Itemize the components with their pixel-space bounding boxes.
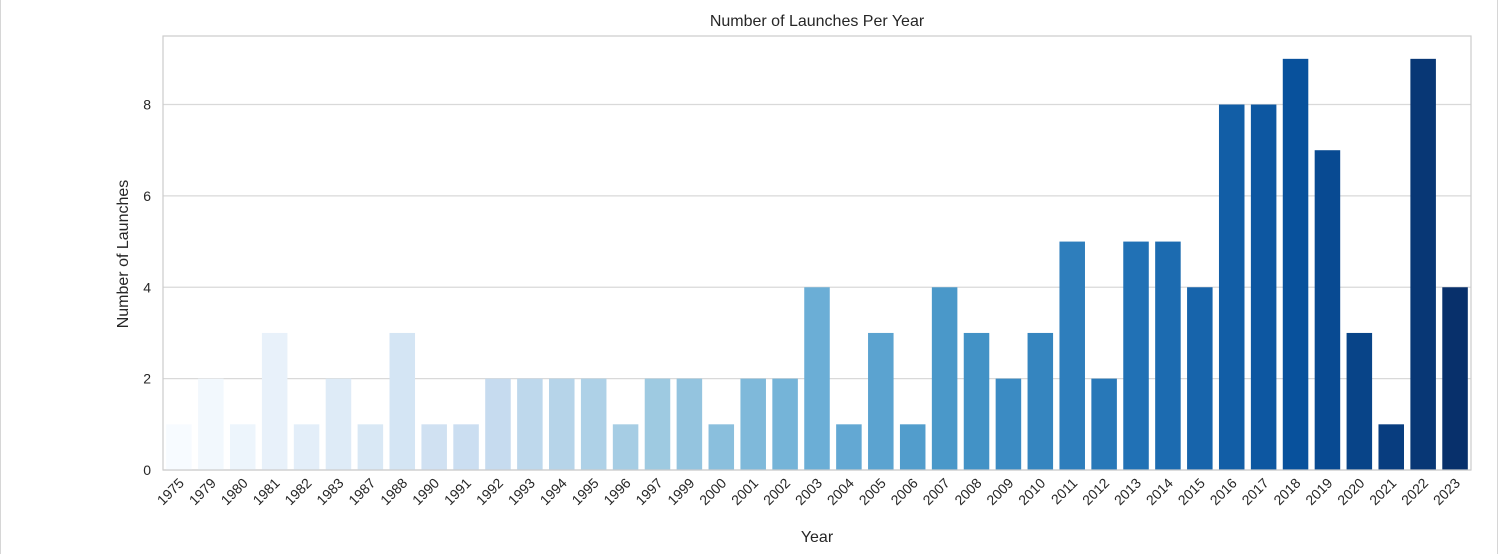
x-tick-label: 1995 bbox=[568, 475, 601, 508]
x-tick-label: 2010 bbox=[1015, 475, 1048, 508]
x-tick-label: 2021 bbox=[1366, 475, 1399, 508]
bar-1994 bbox=[549, 378, 575, 470]
bar-2005 bbox=[868, 332, 894, 470]
bar-1999 bbox=[676, 378, 703, 470]
x-tick-label: 1981 bbox=[249, 475, 282, 508]
x-tick-label: 2008 bbox=[951, 475, 984, 508]
bars bbox=[166, 58, 1468, 471]
x-tick-label: 1999 bbox=[664, 475, 697, 508]
bar-2019 bbox=[1314, 150, 1341, 471]
bar-1988 bbox=[389, 332, 416, 470]
bar-2002 bbox=[772, 378, 798, 470]
bar-2001 bbox=[740, 378, 766, 470]
chart-title: Number of Launches Per Year bbox=[710, 13, 925, 30]
x-tick-label: 1993 bbox=[505, 475, 538, 508]
x-tick-label: 1983 bbox=[313, 475, 346, 508]
x-tick-label: 2014 bbox=[1143, 475, 1176, 508]
bar-1983 bbox=[325, 378, 352, 470]
bar-1981 bbox=[261, 332, 288, 470]
bar-2006 bbox=[899, 424, 926, 470]
x-tick-label: 2009 bbox=[983, 475, 1016, 508]
x-tick-label: 1987 bbox=[345, 475, 378, 508]
bar-2012 bbox=[1091, 378, 1117, 470]
bar-2021 bbox=[1378, 424, 1405, 470]
x-tick-label: 2018 bbox=[1270, 475, 1303, 508]
bar-2011 bbox=[1059, 241, 1085, 470]
x-tick-label: 2019 bbox=[1302, 475, 1335, 508]
bar-2015 bbox=[1187, 287, 1213, 470]
y-tick-label: 8 bbox=[143, 97, 151, 113]
x-tick-label: 2023 bbox=[1430, 475, 1463, 508]
y-tick-labels: 0 2 4 6 8 bbox=[143, 97, 151, 478]
bar-1990 bbox=[421, 424, 447, 470]
bar-1982 bbox=[293, 424, 320, 470]
x-tick-label: 1980 bbox=[218, 475, 251, 508]
y-axis-label: Number of Launches bbox=[115, 180, 132, 329]
bar-1995 bbox=[580, 378, 607, 470]
x-tick-label: 2007 bbox=[919, 475, 952, 508]
bar-1992 bbox=[485, 378, 511, 470]
x-tick-label: 2017 bbox=[1238, 475, 1271, 508]
x-tick-label: 1982 bbox=[281, 475, 314, 508]
bar-1987 bbox=[357, 424, 384, 470]
bar-2007 bbox=[931, 287, 958, 470]
bar-2022 bbox=[1410, 58, 1436, 471]
x-tick-label: 1997 bbox=[632, 475, 665, 508]
bar-2023 bbox=[1442, 287, 1468, 470]
bar-2010 bbox=[1027, 332, 1054, 470]
y-tick-label: 0 bbox=[143, 462, 151, 478]
x-tick-label: 1991 bbox=[441, 475, 474, 508]
bar-1975 bbox=[166, 424, 192, 470]
x-tick-label: 2004 bbox=[824, 475, 857, 508]
bar-2016 bbox=[1218, 104, 1245, 471]
bar-2017 bbox=[1250, 104, 1277, 471]
x-tick-label: 1990 bbox=[409, 475, 442, 508]
x-tick-labels: 1975197919801981198219831987198819901991… bbox=[154, 475, 1464, 508]
bar-1991 bbox=[453, 424, 479, 470]
x-tick-label: 1994 bbox=[537, 475, 570, 508]
bar-2004 bbox=[836, 424, 862, 470]
x-tick-label: 2013 bbox=[1111, 475, 1144, 508]
x-tick-label: 1988 bbox=[377, 475, 410, 508]
x-tick-label: 2012 bbox=[1079, 475, 1112, 508]
bar-1997 bbox=[644, 378, 671, 470]
x-tick-label: 2005 bbox=[856, 475, 889, 508]
bar-2013 bbox=[1123, 241, 1149, 470]
x-tick-label: 2006 bbox=[887, 475, 920, 508]
x-tick-label: 1979 bbox=[186, 475, 219, 508]
bar-1996 bbox=[612, 424, 639, 470]
x-tick-label: 2011 bbox=[1048, 475, 1081, 508]
x-tick-label: 2001 bbox=[728, 475, 761, 508]
bar-2000 bbox=[708, 424, 735, 470]
x-tick-label: 2000 bbox=[696, 475, 729, 508]
bar-2018 bbox=[1282, 58, 1309, 471]
bar-2009 bbox=[995, 378, 1022, 470]
x-tick-label: 2003 bbox=[792, 475, 825, 508]
bar-2003 bbox=[804, 287, 830, 470]
x-tick-label: 2022 bbox=[1398, 475, 1431, 508]
x-tick-label: 2015 bbox=[1175, 475, 1208, 508]
bar-2008 bbox=[963, 332, 990, 470]
y-tick-label: 4 bbox=[143, 279, 151, 295]
x-tick-label: 1992 bbox=[473, 475, 506, 508]
x-axis-label: Year bbox=[801, 529, 834, 546]
x-tick-label: 2002 bbox=[760, 475, 793, 508]
bar-2014 bbox=[1155, 241, 1181, 470]
bar-1980 bbox=[229, 424, 256, 470]
bar-1993 bbox=[517, 378, 543, 470]
x-tick-label: 2020 bbox=[1334, 475, 1367, 508]
x-tick-label: 1996 bbox=[600, 475, 633, 508]
x-tick-label: 2016 bbox=[1207, 475, 1240, 508]
y-tick-label: 6 bbox=[143, 188, 151, 204]
bar-1979 bbox=[198, 378, 224, 470]
y-tick-label: 2 bbox=[143, 371, 151, 387]
x-tick-label: 1975 bbox=[154, 475, 187, 508]
bar-2020 bbox=[1346, 332, 1373, 470]
plot-area-frame bbox=[162, 35, 1472, 471]
